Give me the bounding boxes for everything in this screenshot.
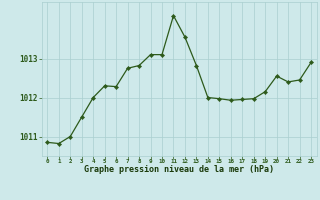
X-axis label: Graphe pression niveau de la mer (hPa): Graphe pression niveau de la mer (hPa) [84,165,274,174]
